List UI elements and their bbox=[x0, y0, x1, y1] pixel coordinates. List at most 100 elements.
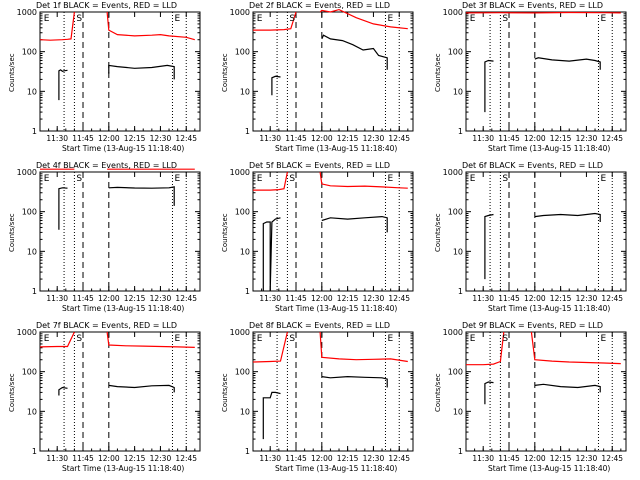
y-tick-label: 10 bbox=[453, 87, 463, 96]
events-series-line bbox=[262, 217, 281, 292]
lld-series-line bbox=[106, 331, 195, 348]
x-tick-label: 12:00 bbox=[98, 454, 120, 463]
event-marker-label: E bbox=[470, 334, 476, 344]
event-marker-label: S bbox=[289, 174, 295, 184]
detector-panel: 1 10 100 1000 11:30 11:45 12:00 12:15 12:30 12:45… bbox=[213, 0, 426, 160]
plot-frame bbox=[465, 171, 627, 292]
event-marker-label: S bbox=[76, 174, 82, 184]
x-tick-label: 11:30 bbox=[472, 134, 494, 143]
chart-title: Det 4f BLACK = Events, RED = LLD bbox=[35, 161, 178, 170]
x-tick-label: 11:30 bbox=[472, 294, 494, 303]
x-tick-label: 12:15 bbox=[550, 294, 572, 303]
x-tick-label: 12:15 bbox=[550, 134, 572, 143]
x-axis-label: Start Time (13-Aug-15 11:18:40) bbox=[62, 464, 185, 473]
event-marker-label: E bbox=[257, 14, 263, 24]
chart-title: Det 8f BLACK = Events, RED = LLD bbox=[248, 321, 391, 330]
x-tick-label: 12:30 bbox=[363, 294, 385, 303]
chart-svg: 1 10 100 1000 11:30 11:45 12:00 12:15 12:30 12:45… bbox=[230, 328, 414, 463]
event-marker-label: S bbox=[502, 14, 508, 24]
x-tick-label: 12:15 bbox=[337, 454, 359, 463]
y-axis-label: Counts/sec bbox=[8, 372, 16, 412]
detector-panel: 1 10 100 1000 11:30 11:45 12:00 12:15 12:30 12:45… bbox=[213, 320, 426, 480]
chart-svg: 1 10 100 1000 11:30 11:45 12:00 12:15 12:30 12:45… bbox=[17, 8, 201, 143]
x-tick-label: 11:45 bbox=[498, 454, 520, 463]
events-series-line bbox=[534, 383, 601, 393]
events-series-line bbox=[321, 215, 388, 233]
x-axis-label: Start Time (13-Aug-15 11:18:40) bbox=[488, 304, 611, 313]
detector-panel: 1 10 100 1000 11:30 11:45 12:00 12:15 12:30 12:45… bbox=[0, 0, 213, 160]
x-tick-label: 11:45 bbox=[72, 454, 94, 463]
y-tick-label: 10 bbox=[453, 407, 463, 416]
chart-title: Det 5f BLACK = Events, RED = LLD bbox=[248, 161, 391, 170]
x-tick-label: 12:30 bbox=[150, 454, 172, 463]
chart-title: Det 3f BLACK = Events, RED = LLD bbox=[461, 1, 604, 10]
y-axis-label: Counts/sec bbox=[8, 52, 16, 92]
x-tick-label: 12:00 bbox=[311, 294, 333, 303]
y-tick-label: 1000 bbox=[443, 168, 463, 177]
plot-frame bbox=[465, 11, 627, 132]
y-tick-label: 10 bbox=[240, 87, 250, 96]
x-tick-label: 11:30 bbox=[46, 294, 68, 303]
y-tick-label: 1 bbox=[245, 127, 250, 136]
lld-series-line bbox=[253, 171, 288, 191]
x-tick-label: 12:30 bbox=[150, 294, 172, 303]
x-tick-label: 11:45 bbox=[498, 294, 520, 303]
y-axis-label: Counts/sec bbox=[8, 212, 16, 252]
event-marker-label: E bbox=[600, 14, 606, 24]
events-series-line bbox=[108, 384, 175, 393]
event-marker-label: E bbox=[174, 14, 180, 24]
y-tick-label: 1000 bbox=[17, 328, 37, 337]
events-series-line bbox=[108, 186, 175, 206]
plot-frame bbox=[39, 171, 201, 292]
y-tick-label: 1 bbox=[458, 447, 463, 456]
event-marker-label: E bbox=[257, 334, 263, 344]
x-tick-label: 12:45 bbox=[175, 454, 197, 463]
y-tick-label: 100 bbox=[235, 48, 250, 57]
x-tick-label: 11:45 bbox=[285, 294, 307, 303]
detector-panel: 1 10 100 1000 11:30 11:45 12:00 12:15 12:30 12:45… bbox=[426, 0, 639, 160]
plot-frame bbox=[39, 11, 201, 132]
x-tick-label: 12:30 bbox=[150, 134, 172, 143]
events-series-line bbox=[321, 34, 388, 70]
x-tick-label: 12:30 bbox=[576, 134, 598, 143]
x-tick-label: 11:30 bbox=[472, 454, 494, 463]
y-tick-label: 100 bbox=[448, 48, 463, 57]
y-tick-label: 100 bbox=[448, 208, 463, 217]
x-axis-label: Start Time (13-Aug-15 11:18:40) bbox=[488, 144, 611, 153]
events-series-line bbox=[271, 75, 281, 96]
chart-title: Det 7f BLACK = Events, RED = LLD bbox=[35, 321, 178, 330]
x-tick-label: 12:15 bbox=[124, 134, 146, 143]
y-tick-label: 10 bbox=[240, 407, 250, 416]
y-tick-label: 100 bbox=[22, 368, 37, 377]
y-tick-label: 100 bbox=[448, 368, 463, 377]
x-tick-label: 11:30 bbox=[259, 134, 281, 143]
detector-panel: 1 10 100 1000 11:30 11:45 12:00 12:15 12:30 12:45… bbox=[0, 160, 213, 320]
plot-frame bbox=[465, 331, 627, 452]
x-tick-label: 12:00 bbox=[524, 134, 546, 143]
lld-series-line bbox=[39, 11, 75, 41]
event-marker-label: E bbox=[470, 14, 476, 24]
x-tick-label: 11:45 bbox=[72, 294, 94, 303]
event-marker-label: S bbox=[289, 14, 295, 24]
x-axis-label: Start Time (13-Aug-15 11:18:40) bbox=[275, 304, 398, 313]
y-axis-label: Counts/sec bbox=[221, 372, 229, 412]
x-tick-label: 11:30 bbox=[259, 294, 281, 303]
plot-frame bbox=[39, 331, 201, 452]
lld-series-line bbox=[319, 8, 408, 30]
y-tick-label: 1 bbox=[245, 287, 250, 296]
y-tick-label: 1000 bbox=[230, 8, 250, 17]
event-marker-label: E bbox=[257, 174, 263, 184]
chart-svg: 1 10 100 1000 11:30 11:45 12:00 12:15 12:30 12:45… bbox=[443, 328, 627, 463]
events-series-line bbox=[321, 375, 388, 388]
plot-frame bbox=[252, 11, 414, 132]
y-tick-label: 1 bbox=[32, 447, 37, 456]
y-tick-label: 1000 bbox=[17, 168, 37, 177]
events-series-line bbox=[534, 212, 601, 222]
events-series-line bbox=[534, 57, 601, 70]
y-tick-label: 1000 bbox=[17, 8, 37, 17]
x-tick-label: 12:15 bbox=[124, 454, 146, 463]
x-tick-label: 12:45 bbox=[388, 134, 410, 143]
x-tick-label: 12:30 bbox=[363, 134, 385, 143]
events-series-line bbox=[484, 59, 494, 113]
x-tick-label: 12:45 bbox=[601, 294, 623, 303]
